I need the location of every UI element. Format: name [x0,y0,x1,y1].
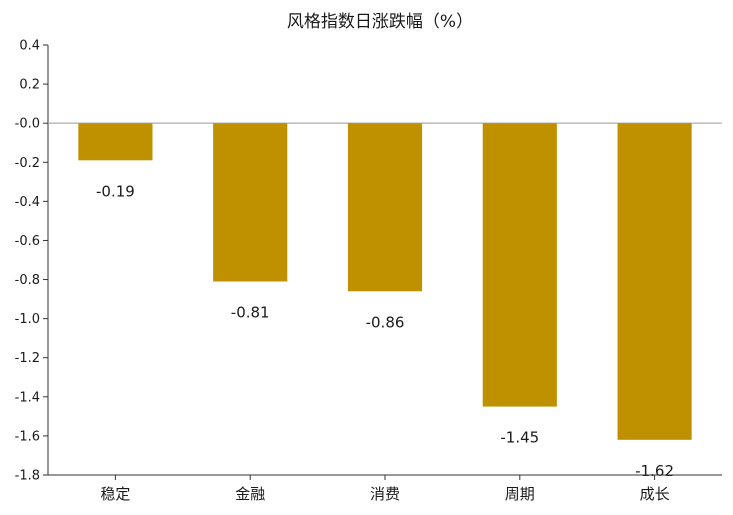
y-tick-label: -1.2 [15,351,40,366]
y-tick-label: -1.0 [15,312,40,327]
data-label: -1.45 [500,429,539,447]
y-tick-label: -0.0 [15,117,40,132]
x-tick-label: 成长 [640,485,670,503]
y-tick-label: 0.2 [19,78,40,93]
y-tick-label: -1.4 [15,390,40,405]
data-label: -0.81 [231,304,270,322]
y-tick-label: -1.8 [15,469,40,484]
data-label: -0.86 [366,313,405,331]
y-axis: 0.4 0.2 -0.0 -0.2 -0.4 -0.6 -0.8 -1.0 -1.2 -1.4 -1… [15,39,49,484]
bar-2 [213,123,288,282]
y-tick-label: -0.6 [15,234,40,249]
x-tick-label: 稳定 [100,485,130,503]
x-tick-label: 消费 [370,485,400,503]
y-tick-label: -0.4 [15,195,40,210]
x-tick-label: 周期 [505,485,535,503]
y-tick-label: -0.2 [15,156,40,171]
x-axis: 稳定 金融 消费 周期 成长 [48,122,722,503]
bar-5 [617,123,692,440]
bar-1 [78,123,153,161]
y-tick-label: -0.8 [15,273,40,288]
y-tick-label: -1.6 [15,429,40,444]
y-tick-label: 0.4 [19,39,40,54]
bar-4 [482,123,557,407]
data-label: -0.19 [96,182,135,200]
chart-title: 风格指数日涨跌幅（%） [287,12,473,32]
x-tick-label: 金融 [235,485,265,503]
bar-3 [347,123,423,292]
bars [78,123,692,440]
